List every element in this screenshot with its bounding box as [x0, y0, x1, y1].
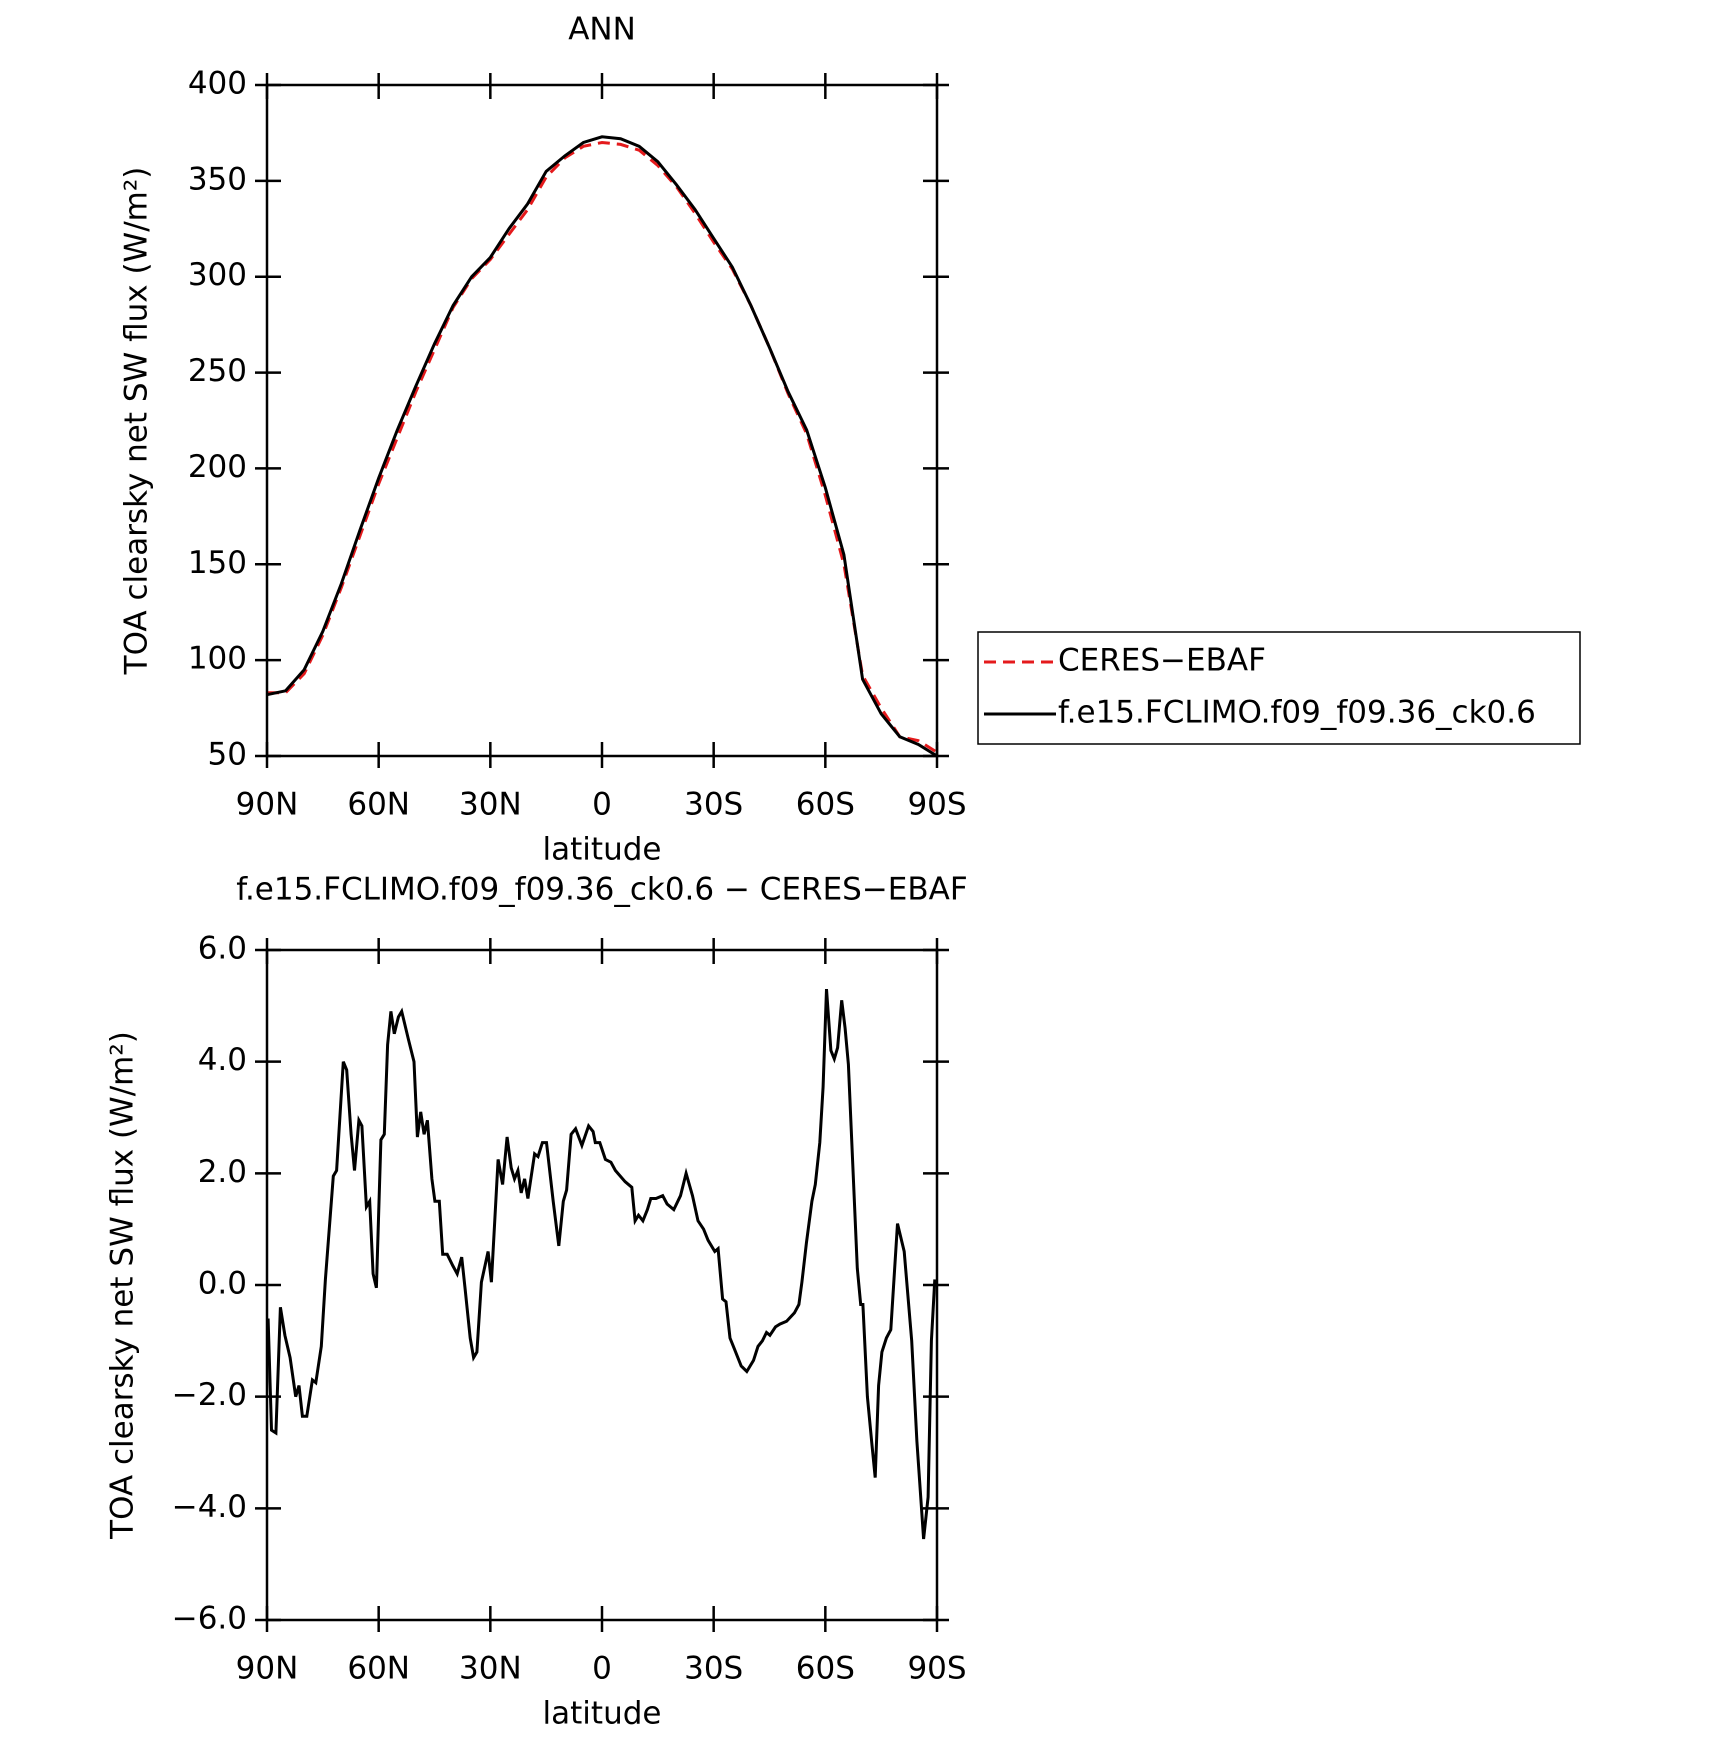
y-tick-label: 2.0 — [198, 1154, 247, 1190]
x-tick-label: 60S — [796, 1651, 855, 1687]
y-tick-label: 50 — [208, 737, 247, 773]
x-axis-label: latitude — [543, 1696, 662, 1732]
y-tick-label: 0.0 — [198, 1266, 247, 1302]
y-tick-label: −4.0 — [172, 1489, 247, 1525]
y-axis-label: TOA clearsky net SW flux (W/m²) — [119, 167, 155, 676]
y-tick-label: 250 — [188, 353, 247, 389]
x-tick-label: 90N — [236, 787, 299, 823]
y-axis-label: TOA clearsky net SW flux (W/m²) — [105, 1031, 141, 1540]
x-tick-label: 30S — [684, 1651, 743, 1687]
legend-box — [977, 631, 1581, 745]
data-line — [266, 135, 938, 758]
y-tick-label: −6.0 — [172, 1601, 247, 1637]
x-tick-label: 30S — [684, 787, 743, 823]
y-tick-label: 400 — [188, 66, 247, 102]
legend-label: f.e15.FCLIMO.f09_f09.36_ck0.6 — [1058, 695, 1536, 731]
y-tick-label: 150 — [188, 545, 247, 581]
y-tick-label: −2.0 — [172, 1377, 247, 1413]
chart-title: ANN — [568, 12, 636, 48]
x-tick-label: 90S — [907, 1651, 966, 1687]
x-tick-label: 0 — [592, 1651, 612, 1687]
x-tick-label: 60N — [347, 1651, 410, 1687]
y-tick-label: 4.0 — [198, 1042, 247, 1078]
y-tick-label: 6.0 — [198, 931, 247, 967]
plot-frame — [265, 948, 939, 1622]
chart-title: f.e15.FCLIMO.f09_f09.36_ck0.6 − CERES−EB… — [236, 872, 967, 908]
x-tick-label: 90N — [236, 1651, 299, 1687]
x-tick-label: 90S — [907, 787, 966, 823]
y-tick-label: 300 — [188, 257, 247, 293]
y-tick-label: 350 — [188, 161, 247, 197]
y-tick-label: 100 — [188, 641, 247, 677]
x-tick-label: 30N — [459, 787, 522, 823]
x-tick-label: 30N — [459, 1651, 522, 1687]
x-axis-label: latitude — [543, 832, 662, 868]
plot-frame — [265, 83, 939, 758]
data-line — [267, 140, 938, 754]
data-line — [266, 988, 937, 1540]
x-tick-label: 0 — [592, 787, 612, 823]
legend-label: CERES−EBAF — [1058, 643, 1266, 679]
y-tick-label: 200 — [188, 449, 247, 485]
x-tick-label: 60S — [796, 787, 855, 823]
x-tick-label: 60N — [347, 787, 410, 823]
